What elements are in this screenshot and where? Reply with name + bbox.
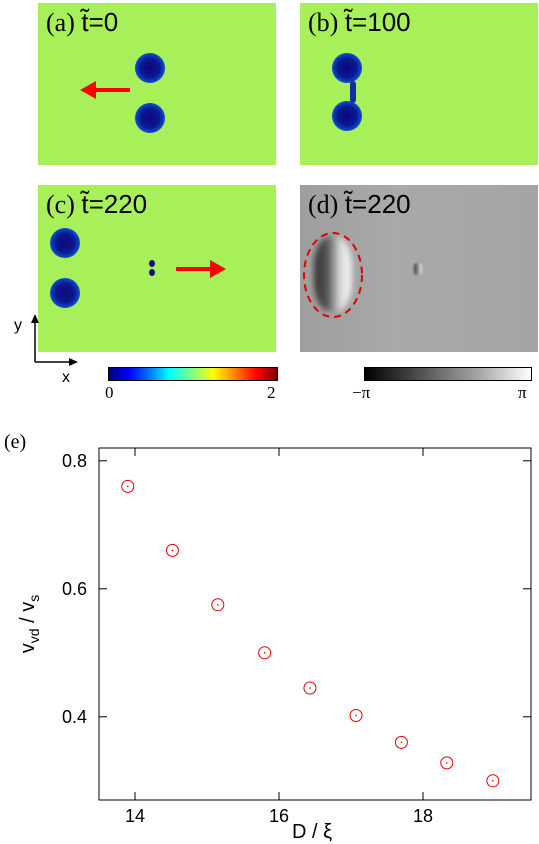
- vortex-bottom: [135, 103, 165, 133]
- panel-c: (c) t̃=220: [38, 185, 276, 352]
- y-tick-label: 0.6: [62, 579, 87, 599]
- vortex-bridge: [350, 81, 356, 103]
- vortex-bottom: [50, 278, 80, 308]
- density-colorbar: [108, 367, 278, 381]
- vortex-top: [50, 228, 80, 258]
- x-axis-label: D / ξ: [292, 821, 332, 843]
- small-vortex-top: [149, 260, 155, 267]
- panel-a-label: (a) t̃=0: [46, 7, 119, 37]
- left-arrow-icon: [80, 81, 130, 99]
- data-point: [165, 543, 179, 557]
- dashed-ellipse-highlight: [303, 232, 363, 318]
- data-point: [258, 646, 272, 660]
- phase-colorbar-max: π: [518, 383, 527, 402]
- data-point: [303, 681, 317, 695]
- plot-frame: [98, 447, 532, 801]
- vortex-top: [135, 53, 165, 83]
- panel-b-label: (b) t̃=100: [308, 7, 411, 37]
- panel-e-label: (e): [4, 431, 26, 453]
- phase-dark-band: [314, 237, 352, 311]
- data-point: [394, 735, 408, 749]
- phase-colorbar-min: −π: [352, 383, 371, 402]
- x-tick-label: 18: [413, 806, 433, 826]
- data-point: [349, 709, 363, 723]
- density-colorbar-max: 2: [267, 383, 276, 402]
- density-colorbar-min: 0: [105, 383, 114, 402]
- data-point: [440, 756, 454, 770]
- y-tick-label: 0.4: [62, 707, 87, 727]
- panel-a: (a) t̃=0: [38, 3, 276, 165]
- y-axis-label: vvd / vs: [17, 595, 42, 653]
- phase-defect: [414, 263, 422, 275]
- data-point: [486, 774, 500, 788]
- x-tick-label: 14: [125, 806, 145, 826]
- vortex-bottom: [332, 101, 362, 131]
- panel-b: (b) t̃=100: [300, 3, 538, 165]
- vortex-top: [332, 53, 362, 83]
- y-axis-glyph-label: y: [14, 317, 22, 334]
- data-point: [121, 479, 135, 493]
- data-point: [211, 598, 225, 612]
- velocity-scatter-chart: 14 16 18 0.4 0.6 0.8 (e) D / ξ vvd / vs: [4, 431, 532, 843]
- xy-axes-icon: y x: [14, 314, 78, 382]
- small-vortex-bottom: [149, 269, 155, 276]
- panel-d-label: (d) t̃=220: [308, 189, 411, 219]
- right-arrow-icon: [176, 260, 226, 278]
- x-axis-glyph-label: x: [62, 369, 70, 382]
- x-tick-label: 16: [269, 806, 289, 826]
- panel-c-label: (c) t̃=220: [46, 189, 148, 219]
- y-tick-label: 0.8: [62, 451, 87, 471]
- panel-d: (d) t̃=220: [300, 185, 538, 352]
- phase-colorbar: [364, 367, 532, 381]
